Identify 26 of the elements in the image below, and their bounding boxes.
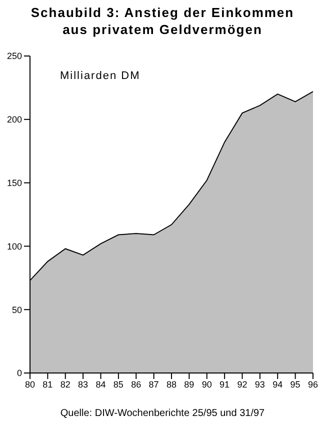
x-tick-label: 93 — [254, 379, 265, 390]
y-tick-label: 100 — [6, 241, 22, 252]
x-tick-label: 92 — [237, 379, 248, 390]
y-tick-label: 0 — [16, 368, 22, 378]
x-tick-label: 89 — [184, 379, 194, 390]
x-tick-label: 90 — [202, 379, 212, 390]
x-tick-label: 96 — [308, 379, 318, 390]
x-tick-label: 91 — [220, 379, 230, 390]
x-tick-label: 84 — [96, 379, 106, 390]
annotation: Milliarden DM — [60, 70, 140, 82]
y-tick-label: 150 — [6, 178, 22, 188]
x-tick-label: 86 — [131, 379, 142, 390]
x-tick-label: 95 — [290, 379, 300, 390]
x-tick-label: 85 — [113, 379, 124, 390]
x-tick-label: 80 — [24, 379, 36, 390]
x-tick-label: 87 — [148, 379, 159, 390]
x-tick-label: 81 — [42, 379, 53, 390]
x-tick-label: 83 — [78, 379, 88, 390]
x-tick-label: 94 — [272, 379, 283, 390]
y-tick-label: 200 — [6, 114, 22, 125]
x-tick-label: 82 — [60, 379, 70, 390]
y-tick-label: 250 — [6, 51, 22, 62]
y-tick-label: 50 — [12, 304, 22, 315]
source-note: Quelle: DIW-Wochenberichte 25/95 und 31/97 — [59, 408, 266, 419]
x-tick-label: 88 — [166, 379, 177, 390]
chart-title: Schaubild 3: Anstieg der Einkommen aus privatem Geldvermögen — [30, 4, 296, 38]
